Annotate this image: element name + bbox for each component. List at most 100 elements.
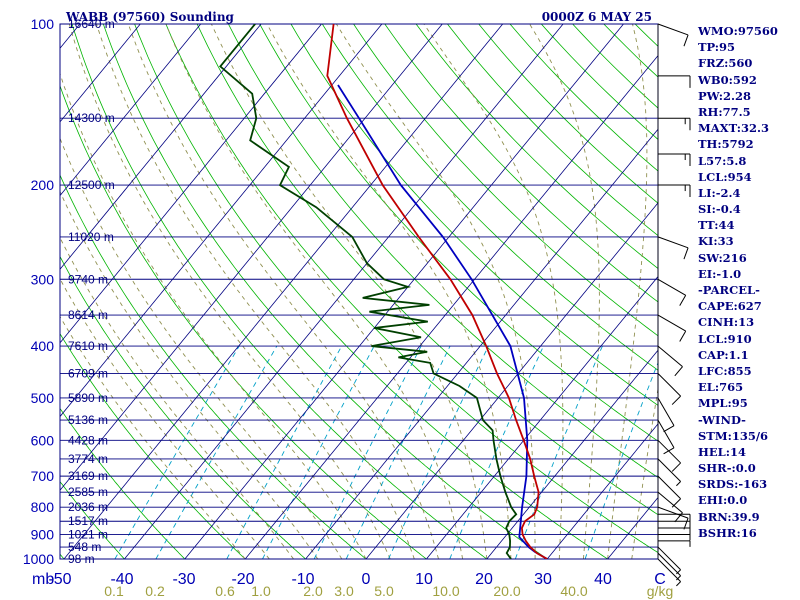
wind-barb xyxy=(657,23,689,47)
wind-barb-staff xyxy=(657,345,683,368)
wind-barb-flag xyxy=(683,34,689,47)
mixing-ratio-tick-label: 0.6 xyxy=(215,583,235,599)
index-item: TP:95 xyxy=(698,40,736,55)
isotherm xyxy=(60,24,322,344)
mixing-ratio-tick-label: g/kg xyxy=(647,583,673,599)
pressure-tick-label: 700 xyxy=(31,468,55,484)
isotherm xyxy=(365,202,658,559)
wind-barb xyxy=(658,117,691,131)
wind-barb xyxy=(657,397,675,433)
wind-barb-flag xyxy=(676,481,681,487)
wind-barb xyxy=(657,419,675,455)
temperature-tick-label: 30 xyxy=(534,571,552,588)
wind-barb-staff xyxy=(657,552,681,577)
height-label: 14300 m xyxy=(68,111,115,125)
wind-barb xyxy=(657,458,681,487)
height-label: 1021 m xyxy=(68,528,108,542)
height-label: 5890 m xyxy=(68,391,108,405)
index-item: RH:77.5 xyxy=(698,104,751,119)
temperature-tick-label: 20 xyxy=(475,571,493,588)
index-item: WB0:592 xyxy=(698,72,757,87)
index-item: SHR-:0.0 xyxy=(698,461,756,476)
wind-barb-staff xyxy=(657,506,689,519)
index-item: CINH:13 xyxy=(698,315,755,330)
index-item: -WIND- xyxy=(698,412,746,427)
height-label: 7610 m xyxy=(68,339,108,353)
mixing-ratio-tick-label: 3.0 xyxy=(334,583,354,599)
pressure-tick-label: 100 xyxy=(31,16,55,32)
wind-barb xyxy=(657,475,681,508)
temperature-line xyxy=(326,24,548,559)
temperature-tick-label: 0 xyxy=(362,571,371,588)
wind-barb xyxy=(658,75,691,88)
index-item: SW:216 xyxy=(698,250,747,265)
temperature-tick-label: -10 xyxy=(291,571,314,588)
temperature-tick-label: 10 xyxy=(415,571,433,588)
wind-barb-staff xyxy=(657,314,686,332)
index-item: EL:765 xyxy=(698,380,744,395)
height-label: 11020 m xyxy=(68,230,114,244)
height-label: 8614 m xyxy=(68,308,108,322)
mixing-ratio-tick-label: 1.0 xyxy=(251,583,271,599)
index-item: SRDS:-163 xyxy=(698,477,768,492)
index-item: SI:-0.4 xyxy=(698,202,741,217)
wind-barbs xyxy=(657,23,691,587)
wind-barb-flag xyxy=(683,517,689,530)
wind-barb-staff xyxy=(657,419,675,449)
wind-barb-flag xyxy=(663,447,675,455)
index-item: CAP:1.1 xyxy=(698,347,749,362)
temperature-tick-label: -30 xyxy=(172,571,195,588)
isotherm xyxy=(63,24,504,559)
wind-barb xyxy=(658,153,691,167)
profile-lines xyxy=(219,24,548,559)
wind-barb xyxy=(657,373,681,405)
pressure-tick-label: 600 xyxy=(31,432,55,448)
index-item: KI:33 xyxy=(698,234,734,249)
mixing-ratio-tick-label: 40.0 xyxy=(560,583,587,599)
index-item: TT:44 xyxy=(698,218,735,233)
temperature-tick-label: C xyxy=(654,571,666,588)
wind-barb-flag xyxy=(671,395,681,405)
mixing-ratio-tick-label: 20.0 xyxy=(493,583,520,599)
wind-barb-flag xyxy=(674,366,683,377)
mixing-ratio-tick-label: 0.1 xyxy=(104,583,124,599)
wind-barb-staff xyxy=(657,558,681,582)
wind-barb xyxy=(657,558,681,587)
index-item: LCL:910 xyxy=(698,331,752,346)
height-label: 1517 m xyxy=(68,514,108,528)
wind-barb xyxy=(657,491,683,523)
isotherm xyxy=(546,423,658,559)
wind-barb-flag xyxy=(679,295,687,306)
header-station: WABB (97560) Sounding xyxy=(65,10,235,24)
wind-barb-flag xyxy=(674,512,683,523)
isotherm xyxy=(60,24,383,418)
wind-barb-staff xyxy=(657,475,681,500)
mixing-ratio-tick-label: 0.2 xyxy=(145,583,165,599)
temperature-tick-label: -20 xyxy=(231,571,254,588)
wind-barb-staff xyxy=(657,491,683,514)
temperature-tick-label: -50 xyxy=(48,571,71,588)
isotherm xyxy=(60,24,141,123)
wind-barb xyxy=(657,552,681,581)
index-item: LFC:855 xyxy=(698,363,752,378)
wind-barb-staff xyxy=(657,439,681,464)
temperature-tick-label: -40 xyxy=(110,571,133,588)
height-label: 3169 m xyxy=(68,469,108,483)
height-label: 9740 m xyxy=(68,272,108,286)
indices-list: WMO:97560 TP:95 FRZ:560 WB0:592 PW:2.28 RH:77… xyxy=(698,23,778,541)
index-item: BSHR:16 xyxy=(698,525,757,540)
wind-barb-flag xyxy=(663,425,675,433)
height-label: 2585 m xyxy=(68,485,108,499)
wind-barb-flag xyxy=(683,247,689,260)
wind-barb-staff xyxy=(657,23,689,36)
index-item: LI:-2.4 xyxy=(698,185,741,200)
height-label: 2036 m xyxy=(68,500,108,514)
index-item: FRZ:560 xyxy=(698,56,753,71)
wind-barb-flag xyxy=(679,330,687,342)
wind-barb xyxy=(657,278,687,306)
index-item: MAXT:32.3 xyxy=(698,121,769,136)
wind-barb xyxy=(658,184,691,198)
height-label: 4428 m xyxy=(68,433,108,447)
mixing-ratio-tick-label: 10.0 xyxy=(432,583,459,599)
pressure-tick-label: 500 xyxy=(31,390,55,406)
